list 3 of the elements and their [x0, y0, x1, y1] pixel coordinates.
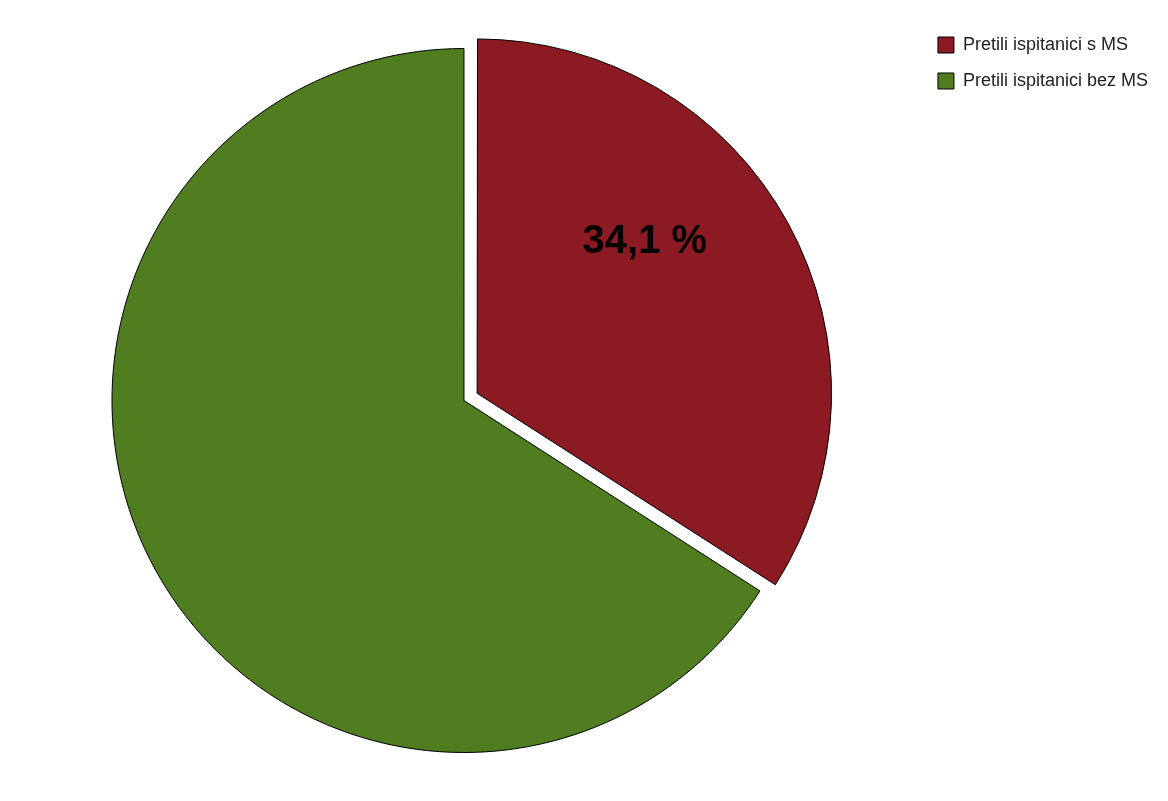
- data-label: 34,1 %: [582, 216, 708, 261]
- legend-label: Pretili ispitanici bez MS: [962, 69, 1148, 90]
- legend-label: Pretili ispitanici s MS: [962, 33, 1128, 54]
